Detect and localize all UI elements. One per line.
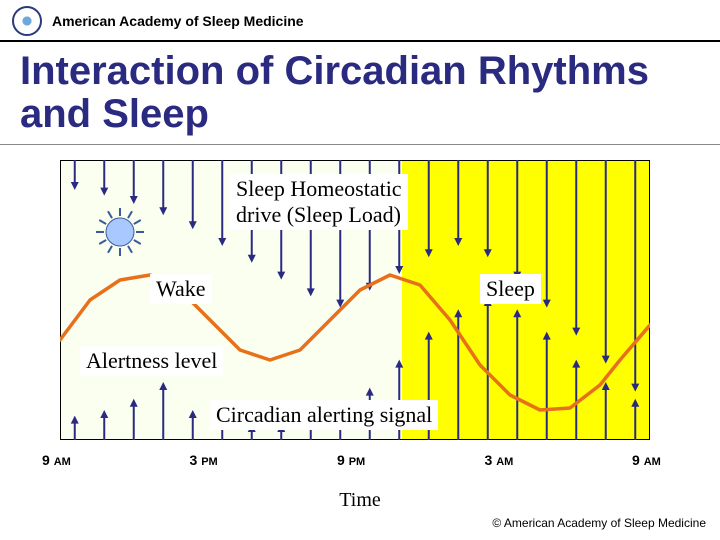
x-tick: 3 AM <box>485 452 514 468</box>
chart-area: Sleep Homeostatic drive (Sleep Load) Wak… <box>60 160 650 440</box>
header: American Academy of Sleep Medicine <box>0 0 720 42</box>
label-sleep: Sleep <box>480 274 541 304</box>
x-tick: 9 AM <box>632 452 661 468</box>
x-axis-label: Time <box>339 489 381 512</box>
org-name: American Academy of Sleep Medicine <box>52 13 304 29</box>
label-wake: Wake <box>150 274 212 304</box>
label-line2: drive (Sleep Load) <box>236 202 402 228</box>
label-alertness: Alertness level <box>80 346 223 376</box>
label-line1: Sleep Homeostatic <box>236 176 402 202</box>
copyright: © American Academy of Sleep Medicine <box>492 516 706 530</box>
x-tick: 9 AM <box>42 452 71 468</box>
label-circadian: Circadian alerting signal <box>210 400 438 430</box>
label-sleep-homeostatic: Sleep Homeostatic drive (Sleep Load) <box>230 174 408 230</box>
x-tick: 3 PM <box>190 452 218 468</box>
x-tick: 9 PM <box>337 452 365 468</box>
logo-icon <box>12 6 42 36</box>
page-title: Interaction of Circadian Rhythms and Sle… <box>0 42 720 145</box>
